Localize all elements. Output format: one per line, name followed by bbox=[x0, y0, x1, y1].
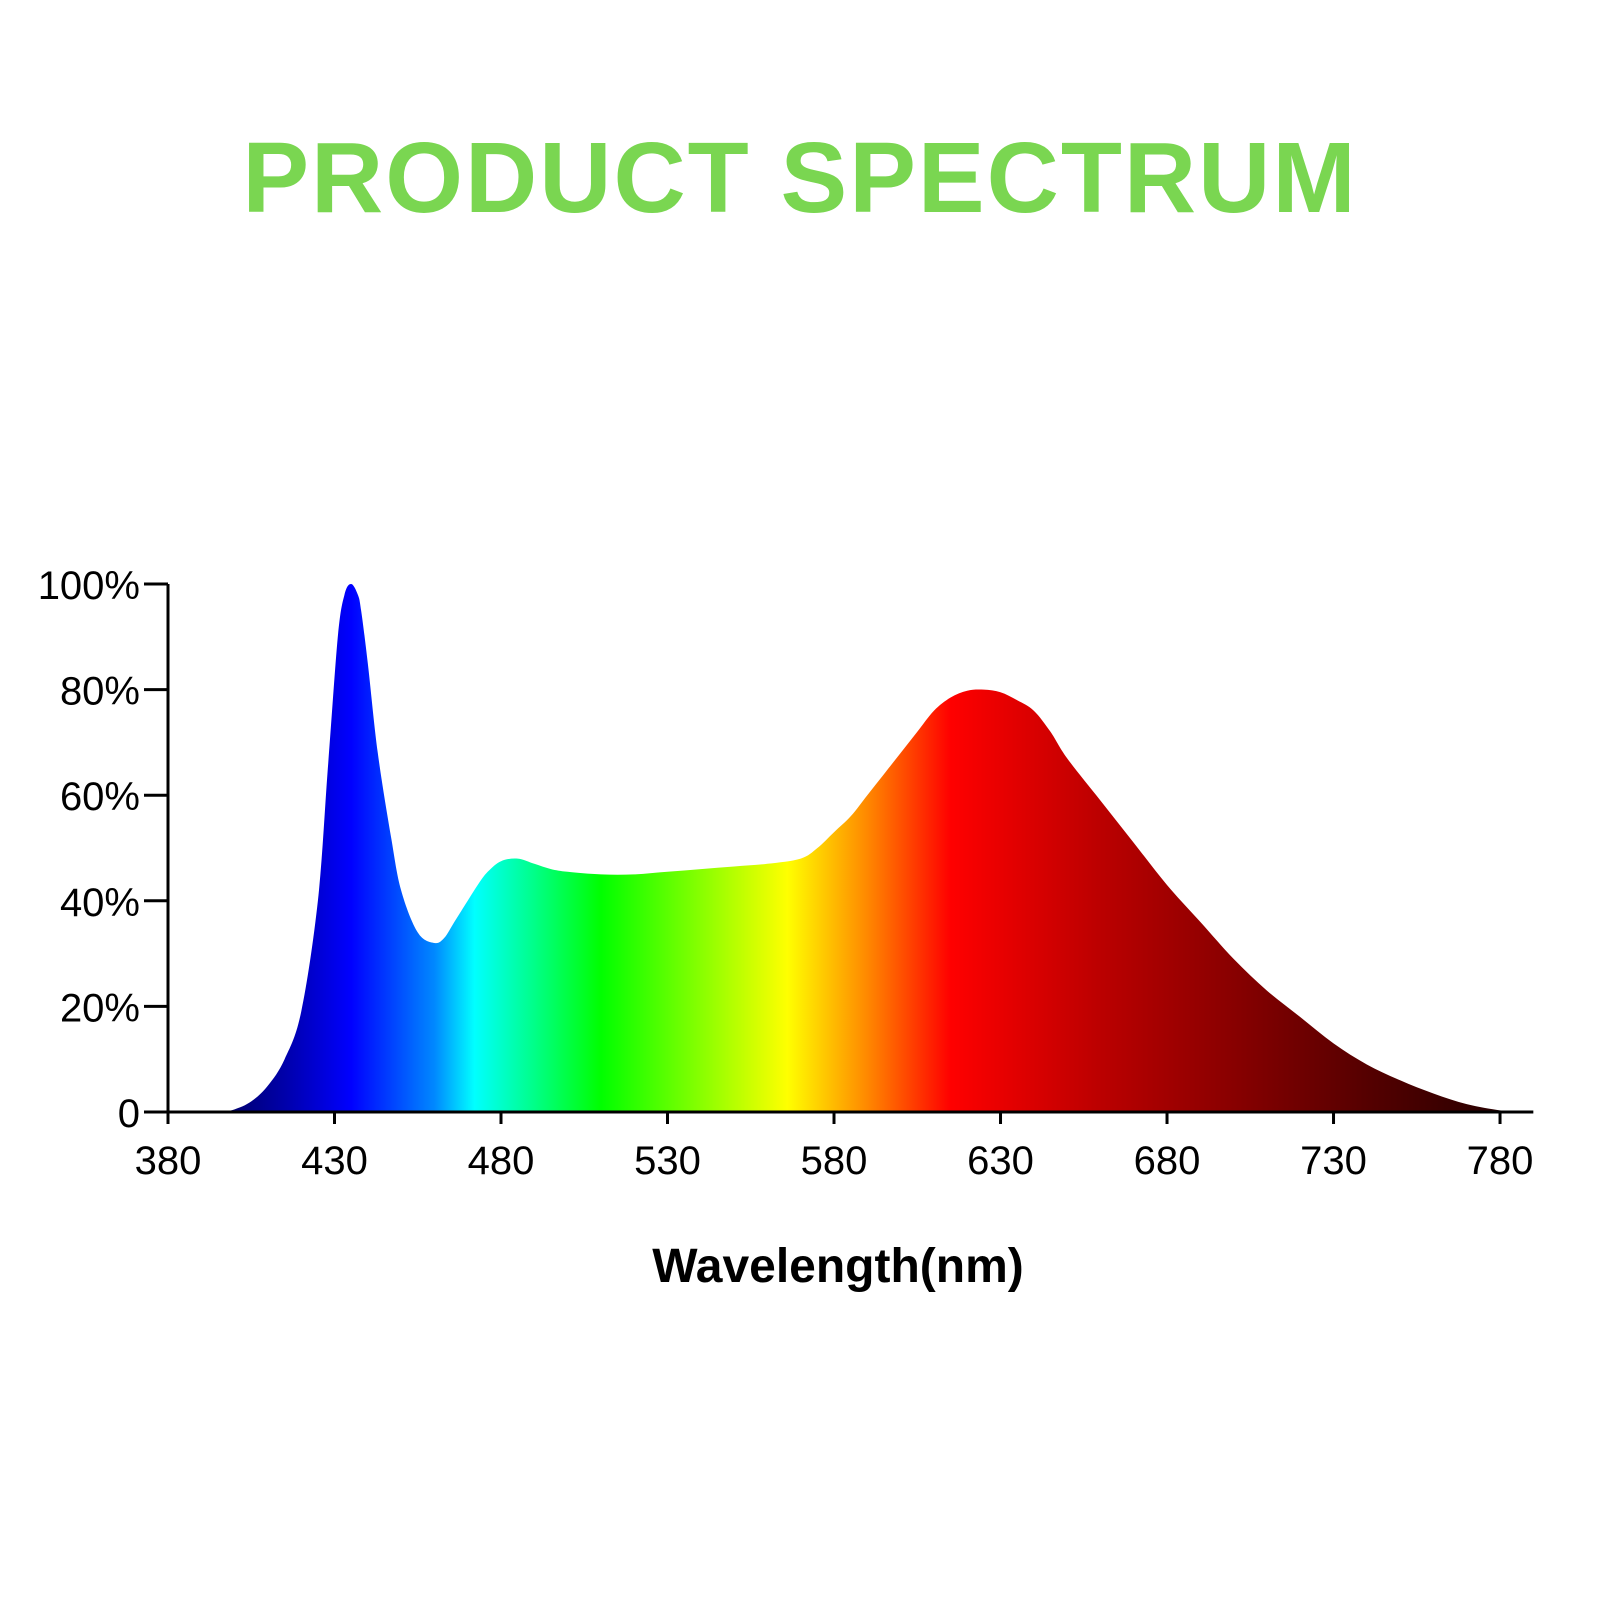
y-tick-label: 80% bbox=[60, 670, 140, 714]
x-tick-label: 730 bbox=[1300, 1139, 1367, 1183]
spectrum-area bbox=[221, 584, 1517, 1112]
x-tick-label: 480 bbox=[468, 1139, 535, 1183]
x-axis-title: Wavelength(nm) bbox=[652, 1240, 1024, 1293]
x-tick-label: 680 bbox=[1134, 1139, 1201, 1183]
x-tick-label: 530 bbox=[634, 1139, 701, 1183]
x-tick-label: 580 bbox=[801, 1139, 868, 1183]
y-axis-ticks: 0 20% 40% 60% 80% 100% bbox=[38, 564, 168, 1136]
y-tick-label: 40% bbox=[60, 881, 140, 925]
y-tick-label: 20% bbox=[60, 986, 140, 1030]
y-tick-label: 60% bbox=[60, 775, 140, 819]
y-tick-label: 0 bbox=[118, 1092, 140, 1136]
x-tick-label: 380 bbox=[135, 1139, 202, 1183]
x-tick-label: 630 bbox=[967, 1139, 1034, 1183]
x-axis-ticks: 380 430 480 530 580 630 680 730 780 bbox=[135, 1112, 1534, 1183]
y-tick-label: 100% bbox=[38, 564, 140, 608]
x-tick-label: 430 bbox=[301, 1139, 368, 1183]
chart-title: PRODUCT SPECTRUM bbox=[242, 122, 1358, 234]
x-tick-label: 780 bbox=[1467, 1139, 1534, 1183]
